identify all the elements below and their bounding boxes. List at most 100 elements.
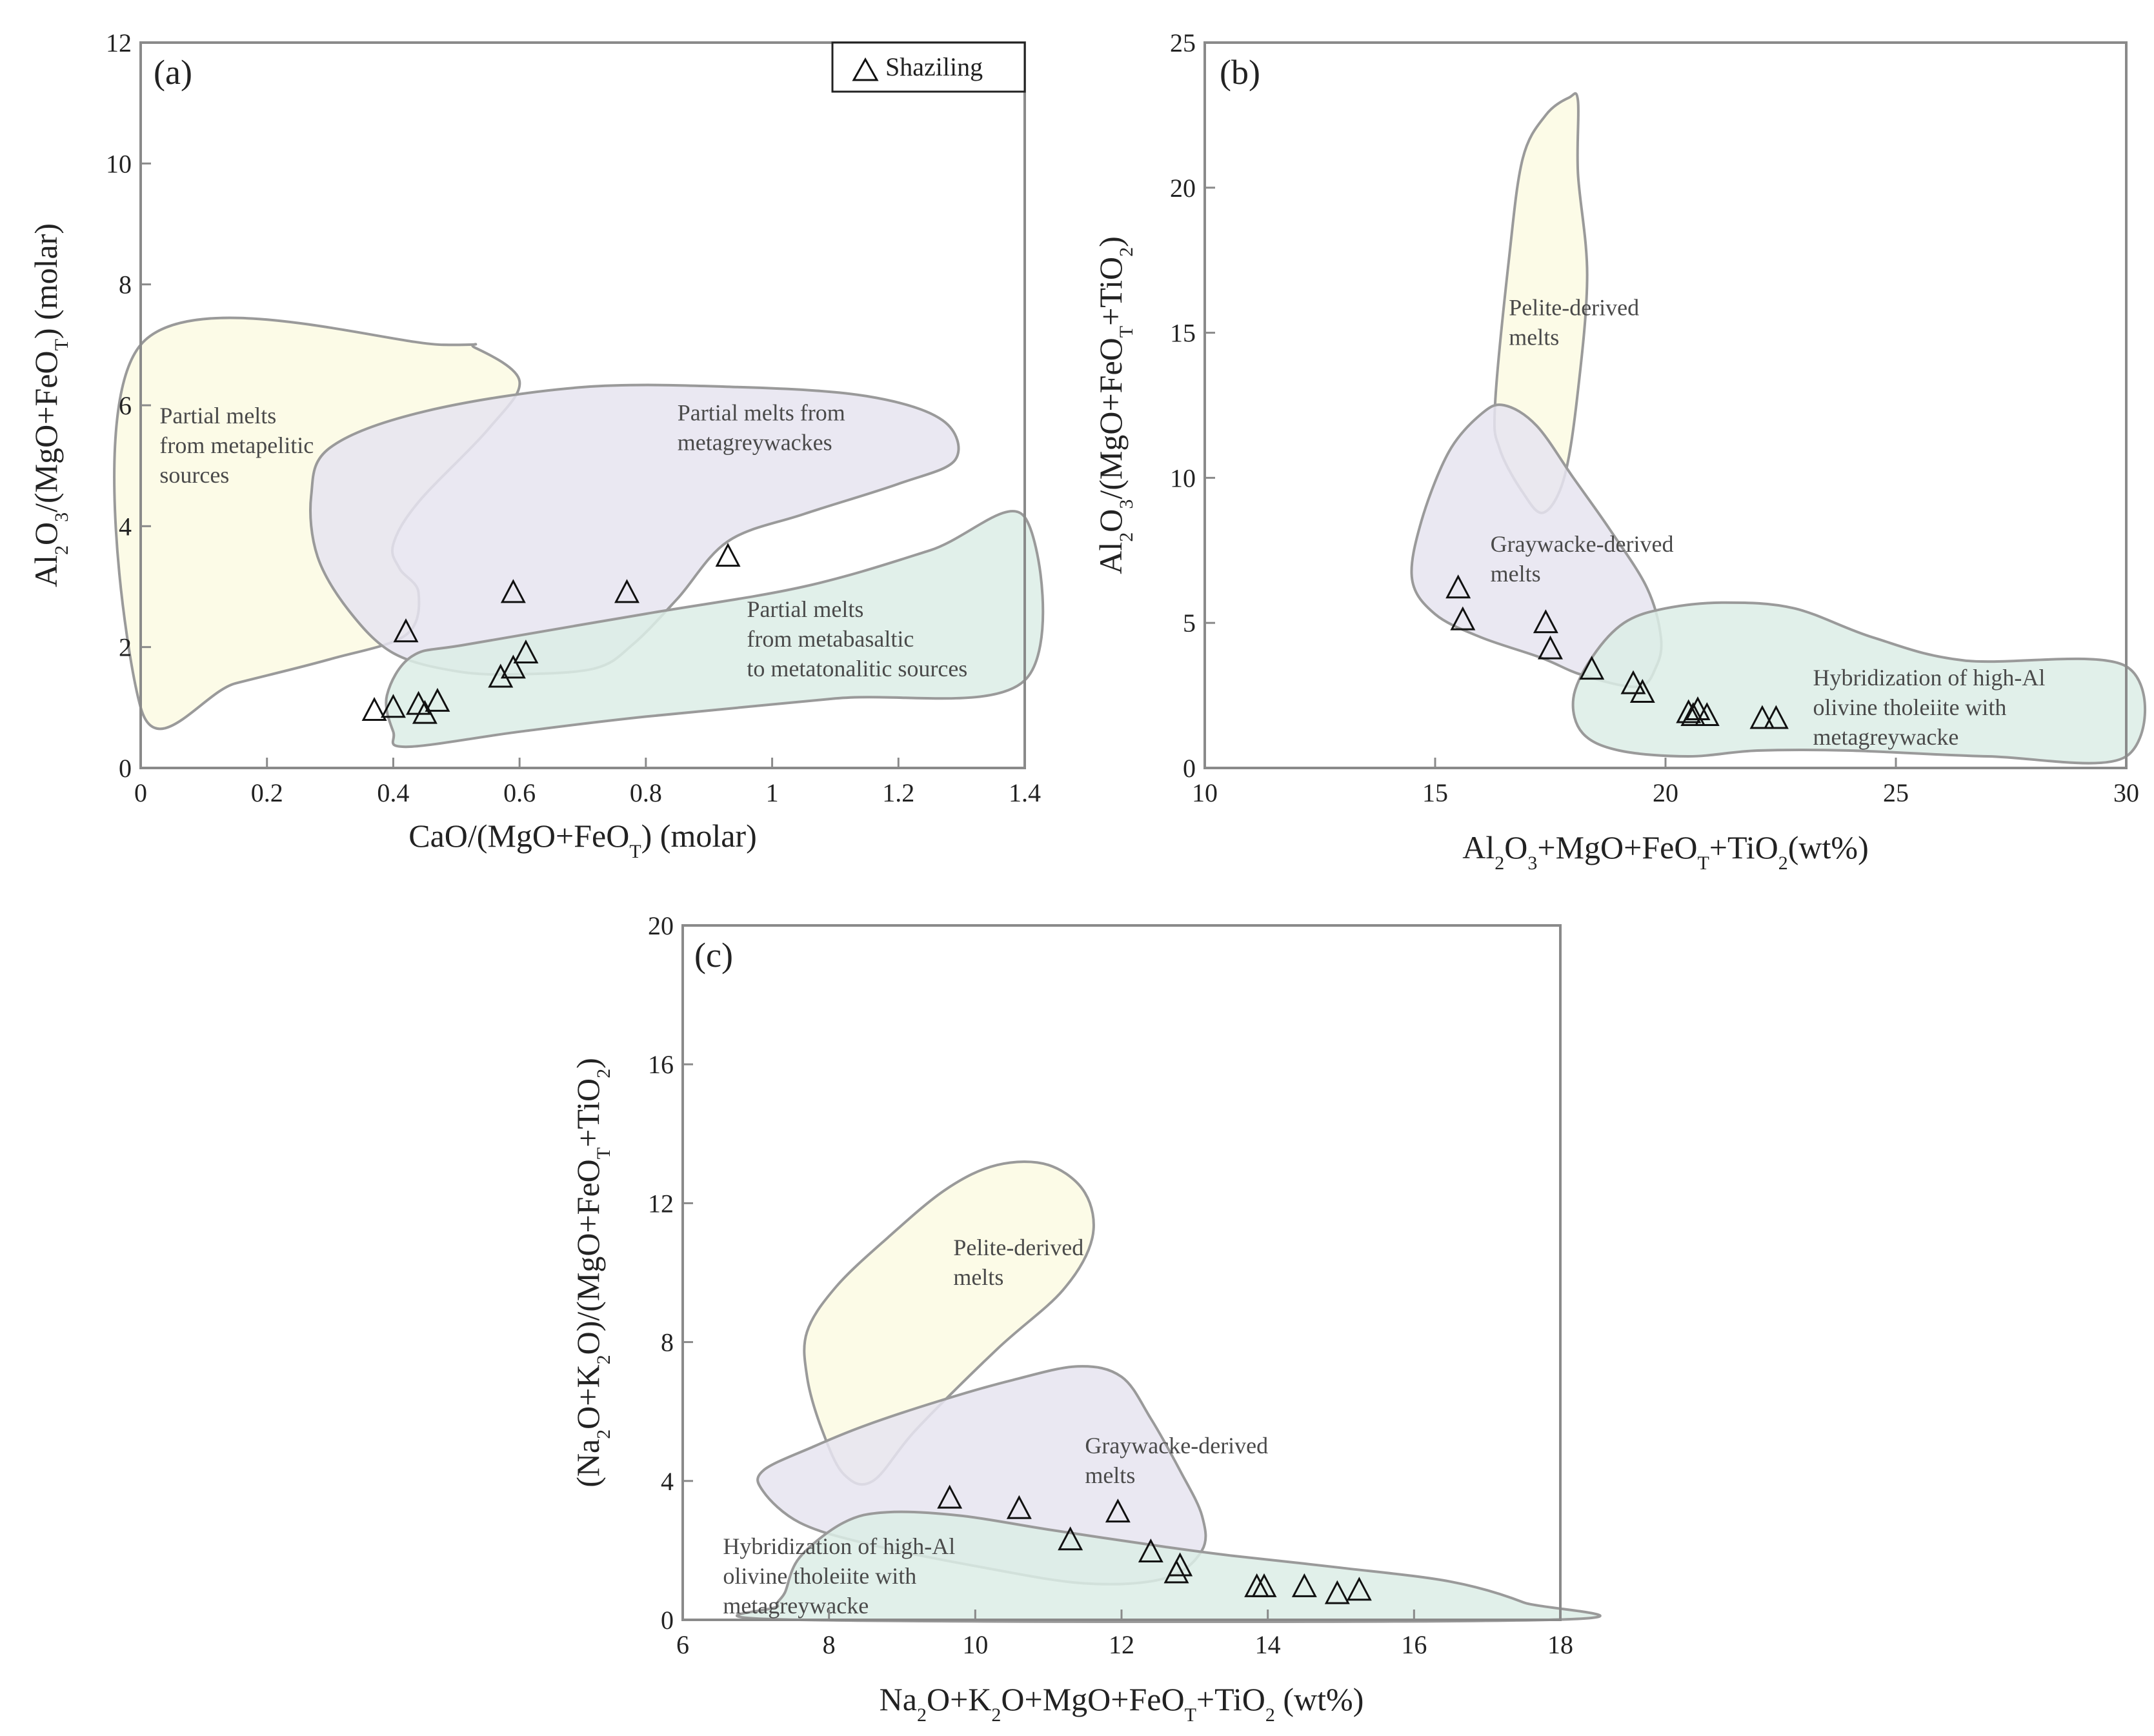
a-x-axis-label: CaO/(MgO+FeOT) (molar) [408,818,756,862]
b-data-point [1749,705,1775,729]
b-y-tick-label: 15 [1170,319,1196,348]
b-data-point [1579,656,1605,680]
b-data-point [1694,701,1720,727]
a-y-tick-label: 4 [119,512,132,541]
c-y-tick-label: 0 [661,1606,674,1635]
a-data-point [488,663,514,688]
a-x-tick-label: 0.4 [377,778,409,807]
a-y-tick-label: 8 [119,270,132,299]
legend: Shaziling [831,41,1026,93]
b-data-point [1620,670,1646,694]
b-data-point [1680,701,1706,727]
a-data-point [500,579,526,603]
c-data-point [937,1484,963,1509]
a-y-tick-label: 6 [119,391,132,420]
a-field-labels: Partial melts from metapelitic sources Part… [159,399,967,681]
panel-b: Pelite-derived melts Graywacke-derived melt… [1092,28,2147,874]
b-ticks: 10 15 20 25 30 0 5 10 15 20 25 [1170,28,2139,807]
b-y-tick-label: 0 [1183,754,1196,783]
a-data-point [425,687,450,712]
c-y-tick-label: 12 [648,1189,674,1218]
b-y-axis-label: Al2O3/(MgO+FeOT+TiO2) [1092,236,1137,574]
c-points [937,1484,1372,1604]
legend-box [831,41,1026,93]
c-x-tick-label: 12 [1109,1630,1134,1659]
a-points [361,543,741,724]
c-panel-label: (c) [694,936,733,974]
a-y-tick-label: 12 [106,28,132,57]
a-data-point [393,618,419,643]
c-x-tick-label: 8 [823,1630,836,1659]
a-data-point [500,654,526,679]
a-field-basalt [385,510,1045,749]
a-data-point [614,579,639,603]
b-data-point [1629,679,1655,703]
a-x-tick-label: 1.4 [1009,778,1041,807]
c-fields [736,1160,1602,1624]
a-fields [113,316,1045,749]
b-field-label-pelite: Pelite-derived melts [1509,295,1639,350]
c-data-point [1138,1539,1163,1563]
b-x-axis-label: Al2O3+MgO+FeOT+TiO2(wt%) [1462,829,1868,874]
c-field-label-basalt: Hybridization of high-Al olivine tholeiit… [723,1533,955,1619]
a-data-point [715,543,741,567]
triangle-open-icon [852,57,879,81]
c-data-point [1324,1580,1350,1604]
a-panel-label: (a) [154,53,192,92]
a-x-tick-label: 0.6 [503,778,536,807]
a-data-point [412,700,438,724]
c-x-tick-label: 6 [676,1630,689,1659]
b-field-label-basalt: Hybridization of high-Al olivine tholeiit… [1813,665,2045,750]
b-data-point [1538,635,1563,660]
panel-a: Partial melts from metapelitic sources Part… [28,28,1045,862]
b-x-tick-label: 30 [2113,778,2139,807]
c-ticks: 6 8 10 12 14 16 18 0 4 8 12 16 20 [648,911,1573,1659]
a-x-tick-label: 1 [766,778,779,807]
a-data-point [513,639,539,663]
c-y-tick-label: 16 [648,1050,674,1079]
c-field-label-greywacke: Graywacke-derived melts [1085,1433,1268,1488]
b-y-tick-label: 10 [1170,463,1196,492]
a-data-point [380,694,406,718]
c-data-point [1346,1577,1372,1601]
a-x-tick-label: 0.8 [630,778,662,807]
c-data-point [1105,1499,1131,1523]
b-points [1445,574,1789,729]
c-field-labels: Pelite-derived melts Graywacke-derived melt… [723,1235,1268,1619]
b-x-tick-label: 25 [1883,778,1909,807]
c-y-axis-label: (Na2O+K2O)/(MgO+FeOT+TiO2) [570,1058,614,1488]
a-x-tick-label: 0.2 [251,778,283,807]
b-field-label-greywacke: Graywacke-derived melts [1491,531,1674,587]
b-field-labels: Pelite-derived melts Graywacke-derived melt… [1491,295,2046,750]
b-y-tick-label: 5 [1183,609,1196,638]
b-x-tick-label: 20 [1653,778,1678,807]
c-data-point [1058,1526,1083,1551]
a-x-tick-label: 1.2 [882,778,914,807]
a-y-tick-label: 0 [119,754,132,783]
b-data-point [1763,705,1789,729]
a-field-label-greywacke: Partial melts from metagreywackes [678,399,845,455]
b-data-point [1445,574,1471,599]
c-y-tick-label: 20 [648,911,674,940]
a-field-label-basalt: Partial melts from metabasaltic to metaton… [747,596,967,681]
b-data-point [1450,606,1476,631]
a-data-point [361,696,387,721]
a-y-axis-label: Al2O3/(MgO+FeOT) (molar) [28,223,72,587]
b-y-tick-label: 25 [1170,28,1196,57]
b-panel-label: (b) [1220,53,1260,92]
c-x-tick-label: 10 [962,1630,988,1659]
a-field-label-pelite: Partial melts from metapelitic sources [159,403,314,488]
a-x-tick-label: 0 [134,778,147,807]
panel-c: Pelite-derived melts Graywacke-derived melt… [570,911,1602,1726]
c-data-point [1251,1573,1277,1597]
c-x-tick-label: 18 [1547,1630,1573,1659]
b-data-point [1533,609,1558,634]
c-y-tick-label: 8 [661,1328,674,1357]
c-data-point [1291,1573,1317,1597]
c-y-tick-label: 4 [661,1467,674,1496]
b-data-point [1676,699,1702,723]
b-y-tick-label: 20 [1170,174,1196,203]
b-x-tick-label: 15 [1422,778,1448,807]
a-y-tick-label: 10 [106,149,132,178]
